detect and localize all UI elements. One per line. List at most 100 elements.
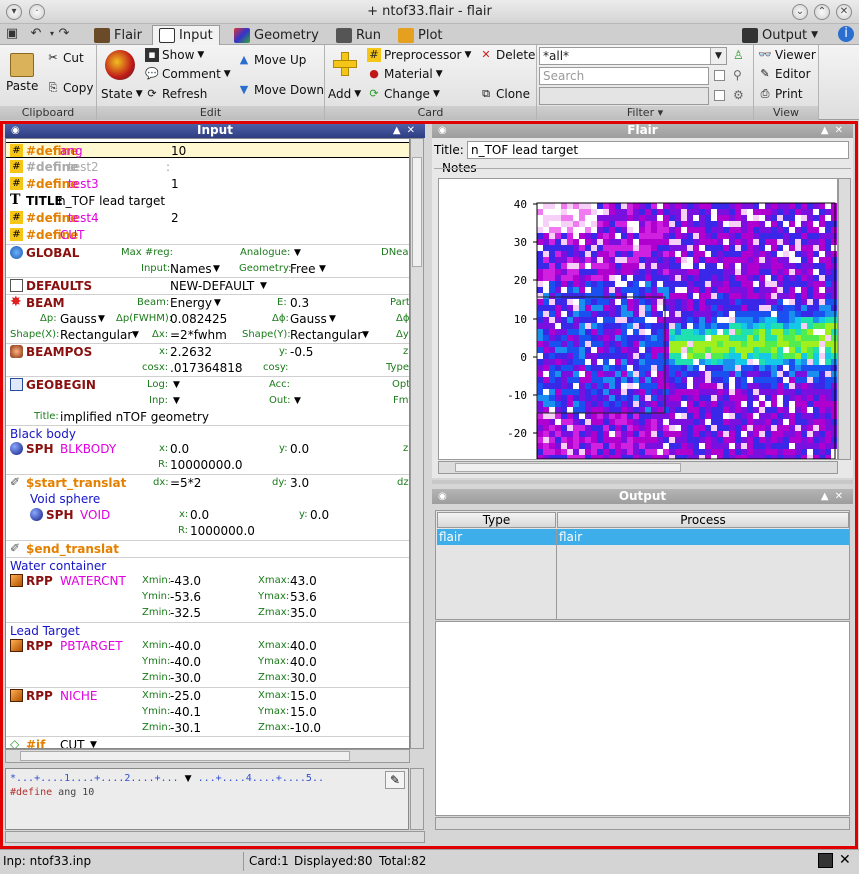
move-down-button[interactable]: ▼ Move Down: [237, 83, 324, 97]
panel-controls[interactable]: ▲✕: [820, 125, 849, 136]
help-icon[interactable]: i: [838, 26, 854, 42]
scroll-thumb[interactable]: [412, 157, 422, 267]
card-sph-void[interactable]: SPH VOID x: 0.0 y: 0.0 R: 1000000.0: [6, 507, 409, 539]
state-button[interactable]: State ▼: [101, 87, 143, 101]
output-hscrollbar[interactable]: [435, 817, 850, 830]
tab-geometry[interactable]: Geometry: [228, 25, 325, 45]
filter-field[interactable]: [539, 87, 709, 105]
heatmap-cell: [681, 383, 687, 389]
table-cell-process[interactable]: flair: [557, 529, 849, 545]
filter-checkbox-1[interactable]: [714, 70, 725, 81]
card-geobegin[interactable]: GEOBEGIN Log: ▼ Acc: Opt Inp: ▼ Out: ▼ F…: [6, 376, 409, 424]
card-rpp-niche[interactable]: RPP NICHE Xmin: -25.0 Xmax: 15.0 Ymin: -…: [6, 687, 409, 735]
save-icon[interactable]: ▣: [5, 26, 19, 41]
card-if-cut[interactable]: ◇ #if CUT ▼: [6, 736, 409, 748]
undo-menu-icon[interactable]: ▾: [49, 29, 54, 38]
redo-icon[interactable]: ↷: [58, 26, 70, 41]
pane-splitter[interactable]: [432, 480, 853, 484]
show-button[interactable]: ▪ Show ▼: [145, 48, 204, 62]
terminal-icon[interactable]: [818, 853, 833, 868]
paste-button[interactable]: Paste: [6, 53, 38, 93]
close-icon[interactable]: ✕: [836, 4, 852, 20]
card-beampos[interactable]: BEAMPOS x: 2.2632 y: -0.5 z cosx: .01736…: [6, 343, 409, 375]
change-button[interactable]: ⟳ Change ▼: [367, 87, 439, 101]
panel-menu-icon[interactable]: ◉: [438, 125, 447, 136]
card-defaults[interactable]: DEFAULTS NEW-DEFAULT ▼: [6, 277, 409, 293]
title-input[interactable]: n_TOF lead target: [467, 141, 849, 159]
card-define-test4[interactable]: # #define test4 2: [6, 210, 409, 226]
move-up-button[interactable]: ▲ Move Up: [237, 53, 307, 67]
card-rpp-pbtarget[interactable]: RPP PBTARGET Xmin: -40.0 Xmax: 40.0 Ymin…: [6, 638, 409, 686]
refresh-button[interactable]: ⟳ Refresh: [145, 87, 207, 101]
card-beam[interactable]: ✸ BEAM Beam: Energy ▼ E: 0.3 Part Δp: Ga…: [6, 294, 409, 342]
card-end-translat[interactable]: ✐ $end_translat: [6, 540, 409, 556]
output-log-text[interactable]: [435, 621, 850, 816]
tools-icon[interactable]: ✕: [839, 852, 851, 868]
scroll-thumb[interactable]: [20, 751, 350, 761]
comment-water-container[interactable]: Water container: [6, 557, 409, 573]
card-editor[interactable]: *...+....1....+....2....+... ▼ ...+....4…: [5, 768, 409, 830]
material-button[interactable]: ● Material ▼: [367, 67, 442, 81]
search-input[interactable]: Search: [539, 67, 709, 85]
input-card-list[interactable]: # #define ang 10 # #define test2 : # #de…: [5, 138, 410, 749]
column-type-header[interactable]: Type: [437, 512, 556, 528]
output-button[interactable]: Output ▼: [736, 25, 824, 45]
filter-combo[interactable]: *all* ▼: [539, 47, 727, 65]
card-define-test3[interactable]: # #define test3 1: [6, 176, 409, 192]
card-title[interactable]: T TITLE n_TOF lead target: [10, 192, 166, 208]
filter-group-label[interactable]: Filter ▾: [537, 106, 753, 120]
card-global[interactable]: GLOBAL Max #reg: Analogue: ▼ DNear Input…: [6, 244, 409, 276]
card-define-ang[interactable]: # #define ang 10: [6, 142, 409, 158]
panel-menu-icon[interactable]: ◉: [11, 125, 20, 136]
copy-button[interactable]: ⎘ Copy: [46, 81, 94, 95]
tab-run[interactable]: Run: [330, 25, 387, 45]
column-process-header[interactable]: Process: [557, 512, 849, 528]
card-sph-blkbody[interactable]: SPH BLKBODY x: 0.0 y: 0.0 z R: 10000000.…: [6, 441, 409, 473]
maximize-icon[interactable]: ⌃: [814, 4, 830, 20]
preprocessor-button[interactable]: # Preprocessor ▼: [367, 48, 471, 62]
panel-menu-icon[interactable]: ◉: [438, 491, 447, 502]
editor-line-1[interactable]: #define ang 10: [10, 787, 95, 798]
window-menu-icon[interactable]: ▾: [6, 4, 22, 20]
add-button[interactable]: Add ▼: [328, 87, 362, 101]
card-define-cut[interactable]: # #define CUT: [6, 227, 409, 243]
card-start-translat[interactable]: ✐ $start_translat dx: =5*2 dy: 3.0 dz: [6, 474, 409, 490]
tab-plot[interactable]: Plot: [392, 25, 449, 45]
delete-button[interactable]: ✕ Delete: [479, 48, 535, 62]
panel-controls[interactable]: ▲✕: [820, 491, 849, 502]
card-rpp-watercnt[interactable]: RPP WATERCNT Xmin: -43.0 Xmax: 43.0 Ymin…: [6, 573, 409, 621]
output-process-table[interactable]: Type Process flair flair: [435, 510, 850, 620]
panel-controls[interactable]: ▲✕: [392, 125, 421, 136]
pin-icon[interactable]: ·: [29, 4, 45, 20]
comment-black-body[interactable]: Black body: [6, 425, 409, 441]
heatmap-cell: [633, 437, 639, 443]
input-vertical-scrollbar[interactable]: [410, 138, 424, 749]
editor-hscrollbar[interactable]: [5, 831, 425, 843]
table-cell-type[interactable]: flair: [437, 529, 556, 545]
filter-options-icon[interactable]: ⚙: [733, 88, 744, 102]
filter-checkbox-2[interactable]: [714, 90, 725, 101]
print-button[interactable]: ⎙ Print: [758, 87, 803, 101]
edit-pencil-icon[interactable]: ✎: [385, 771, 405, 789]
person-icon[interactable]: ♙: [733, 48, 744, 62]
undo-icon[interactable]: ↶: [30, 26, 42, 41]
editor-button[interactable]: ✎ Editor: [758, 67, 810, 81]
heatmap-cell: [609, 233, 615, 239]
tab-flair[interactable]: Flair: [88, 25, 148, 45]
heatmap-cell: [663, 365, 669, 371]
clone-button[interactable]: ⧉ Clone: [479, 87, 530, 101]
input-horizontal-scrollbar[interactable]: [5, 749, 410, 763]
comment-lead-target[interactable]: Lead Target: [6, 622, 409, 638]
chevron-down-icon[interactable]: ▼: [184, 774, 192, 784]
editor-scrollbar[interactable]: [410, 768, 424, 830]
card-define-test2[interactable]: # #define test2 :: [6, 159, 409, 175]
minimize-icon[interactable]: ⌄: [792, 4, 808, 20]
notes-vscrollbar[interactable]: [838, 178, 851, 460]
search-icon[interactable]: ⚲: [733, 68, 742, 82]
tab-input[interactable]: Input: [152, 25, 220, 45]
comment-button[interactable]: 💬 Comment ▼: [145, 67, 231, 81]
comment-void-sphere[interactable]: Void sphere: [30, 492, 101, 506]
viewer-button[interactable]: 👓 Viewer: [758, 48, 816, 62]
notes-hscrollbar[interactable]: [438, 461, 838, 474]
cut-button[interactable]: ✂ Cut: [46, 51, 83, 65]
